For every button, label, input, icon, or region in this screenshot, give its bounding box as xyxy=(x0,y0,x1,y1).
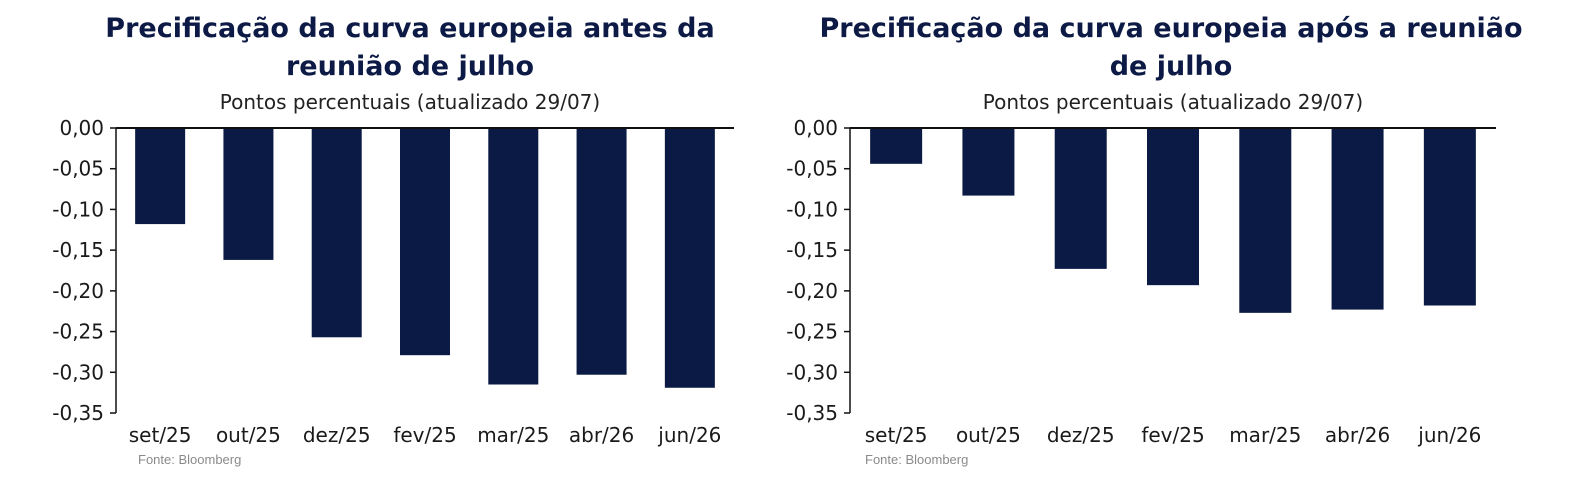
y-tick-label: -0,10 xyxy=(52,197,104,221)
x-tick-label: abr/26 xyxy=(569,423,634,447)
bar xyxy=(664,128,715,388)
y-tick-label: -0,35 xyxy=(52,401,104,425)
bar xyxy=(488,128,539,385)
bar xyxy=(400,128,450,356)
x-tick-label: fev/25 xyxy=(393,423,456,447)
x-tick-label: jun/26 xyxy=(1417,423,1481,447)
bar xyxy=(1239,128,1292,313)
y-tick-label: -0,05 xyxy=(786,157,838,181)
y-tick-label: -0,05 xyxy=(52,157,104,181)
y-tick-label: -0,25 xyxy=(786,320,838,344)
chart-title: Precificação da curva europeia após a re… xyxy=(819,13,1523,82)
bar xyxy=(1054,128,1107,269)
y-tick-label: 0,00 xyxy=(59,116,104,140)
x-tick-label: jun/26 xyxy=(657,423,721,447)
bar xyxy=(135,128,186,225)
bar xyxy=(576,128,627,375)
bar xyxy=(311,128,362,338)
x-tick-label: dez/25 xyxy=(303,423,371,447)
source-note: Fonte: Bloomberg xyxy=(865,452,969,467)
source-note: Fonte: Bloomberg xyxy=(138,452,242,467)
chart-title: Precificação da curva europeia antes da … xyxy=(105,13,715,82)
y-tick-label: -0,20 xyxy=(786,279,838,303)
y-tick-label: -0,30 xyxy=(52,360,104,384)
chart-subtitle: Pontos percentuais (atualizado 29/07) xyxy=(982,90,1364,114)
chart-panel-before: Precificação da curva europeia antes da … xyxy=(52,13,734,467)
x-tick-label: out/25 xyxy=(216,423,281,447)
bar xyxy=(1331,128,1384,310)
y-tick-label: -0,15 xyxy=(52,238,104,262)
bar xyxy=(1423,128,1476,306)
x-tick-label: mar/25 xyxy=(1229,423,1301,447)
bar-chart-before: 0,00 -0,05 -0,10 -0,15 -0,20 -0,25 -0,30 -0,35 s… xyxy=(52,116,734,447)
x-tick-label: out/25 xyxy=(956,423,1021,447)
x-tick-label: fev/25 xyxy=(1141,423,1204,447)
x-tick-label: set/25 xyxy=(865,423,928,447)
chart-panel-after: Precificação da curva europeia após a re… xyxy=(786,0,1576,482)
bar xyxy=(962,128,1015,196)
x-tick-label: dez/25 xyxy=(1047,423,1115,447)
x-tick-label: abr/26 xyxy=(1325,423,1390,447)
y-tick-label: -0,15 xyxy=(786,238,838,262)
y-tick-label: -0,30 xyxy=(786,360,838,384)
bar-chart-after: 0,00 -0,05 -0,10 -0,15 -0,20 -0,25 -0,30 -0,35 s… xyxy=(786,116,1496,447)
bar xyxy=(1147,128,1199,286)
y-tick-label: -0,25 xyxy=(52,320,104,344)
bar xyxy=(870,128,923,164)
y-tick-label: -0,20 xyxy=(52,279,104,303)
chart-subtitle: Pontos percentuais (atualizado 29/07) xyxy=(219,90,601,114)
y-tick-label: -0,35 xyxy=(786,401,838,425)
y-tick-label: 0,00 xyxy=(793,116,838,140)
x-tick-label: mar/25 xyxy=(477,423,549,447)
y-tick-label: -0,10 xyxy=(786,197,838,221)
x-tick-label: set/25 xyxy=(129,423,192,447)
bar xyxy=(223,128,274,260)
